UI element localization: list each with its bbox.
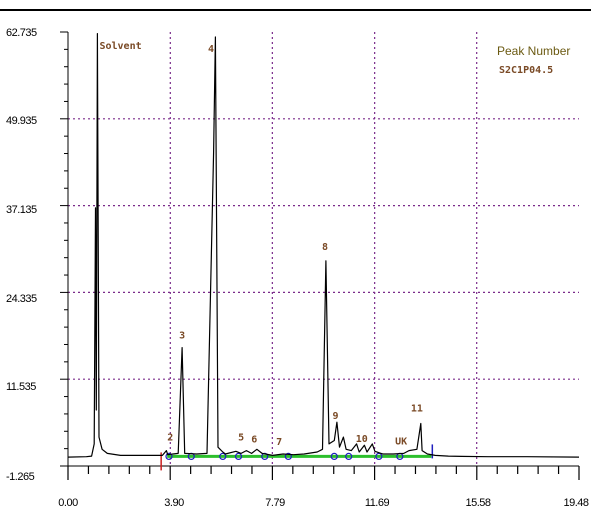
x-tick-label: 3.90: [164, 497, 184, 509]
y-tick-label: -1.265: [6, 471, 35, 483]
x-tick-label: 19.48: [563, 497, 588, 509]
peak-label: 5: [238, 432, 244, 443]
y-tick-label: 24.335: [6, 293, 37, 305]
peak-label: 3: [179, 331, 185, 342]
x-tick-label: 15.58: [465, 497, 490, 509]
y-tick-labels: 62.735 49.935 37.135 24.335 11.535 -1.26…: [6, 27, 38, 483]
integration-marker: [219, 452, 227, 461]
integration-marker: [330, 452, 338, 461]
legend-sample-id: S2C1P04.5: [499, 65, 553, 76]
x-tick-label: 7.79: [265, 497, 285, 509]
y-tick-label: 49.935: [6, 115, 37, 127]
legend-title: Peak Number: [497, 44, 570, 58]
peak-label: 4: [208, 44, 214, 55]
integration-marker: [375, 452, 383, 461]
peak-labels: Solvent 4 8 3 11 9 2 5 6 7 10 UK: [99, 41, 422, 448]
y-tick-label: 37.135: [6, 204, 37, 216]
x-minor-ticks: [67, 466, 580, 480]
integration-marker: [234, 452, 243, 461]
chromatogram-trace: [67, 33, 580, 458]
integration-markers: [165, 452, 404, 461]
integration-marker: [284, 452, 292, 461]
grid: [68, 32, 579, 466]
x-tick-labels: 0.00 3.90 7.79 11.69 15.58 19.48: [58, 497, 589, 509]
integration-marker: [345, 452, 353, 461]
peak-label: 10: [356, 434, 368, 445]
peak-label: 2: [167, 432, 173, 443]
peak-label: UK: [395, 437, 407, 448]
integration-marker: [165, 452, 173, 461]
peak-label: 8: [322, 242, 328, 253]
y-tick-label: 62.735: [6, 27, 37, 39]
peak-label: 6: [251, 435, 257, 446]
peak-label: 11: [411, 403, 423, 414]
x-tick-label: 0.00: [58, 497, 78, 509]
x-tick-label: 11.69: [365, 497, 390, 509]
y-tick-label: 11.535: [6, 381, 36, 393]
peak-label: Solvent: [99, 41, 141, 52]
peak-label: 7: [276, 437, 282, 448]
y-minor-ticks: [60, 31, 68, 467]
peak-label: 9: [333, 411, 339, 422]
